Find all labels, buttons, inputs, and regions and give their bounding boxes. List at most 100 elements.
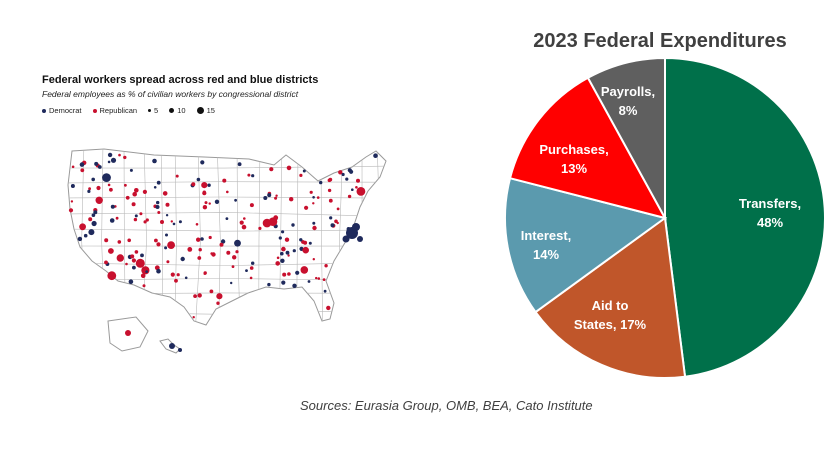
federal-workers-map-panel: Federal workers spread across red and bl…: [34, 66, 414, 366]
republican-district-dot: [235, 250, 239, 254]
republican-district-dot: [249, 266, 254, 270]
democrat-district-dot: [285, 250, 290, 255]
legend-size-15-label: 15: [206, 106, 215, 115]
republican-district-dot: [79, 223, 86, 231]
democrat-district-dot: [307, 280, 311, 283]
democrat-district-dot: [156, 180, 161, 185]
republican-district-dot: [249, 203, 254, 208]
district-dots: [68, 152, 378, 352]
pie-label-line2-2: 14%: [533, 247, 559, 262]
republican-district-dot: [282, 272, 287, 277]
republican-district-dot: [336, 221, 339, 225]
republican-district-dot: [160, 220, 164, 224]
legend-democrat-label: Democrat: [49, 106, 82, 115]
republican-district-dot: [174, 278, 178, 283]
democrat-district-dot: [107, 152, 113, 158]
democrat-district-dot: [129, 168, 133, 172]
republican-district-dot: [139, 212, 143, 216]
democrat-district-dot: [312, 196, 315, 199]
republican-district-dot: [125, 330, 131, 336]
republican-district-dot: [135, 258, 145, 268]
republican-district-dot: [176, 273, 180, 277]
legend-size-10: 10: [169, 106, 186, 115]
republican-district-dot: [141, 266, 150, 275]
pie-slice-4: [586, 58, 666, 219]
map-title: Federal workers spread across red and bl…: [42, 74, 319, 86]
democrat-district-dot: [312, 221, 316, 225]
republican-district-dot: [202, 191, 207, 196]
legend-republican-label: Republican: [99, 106, 138, 115]
pie-label-1: Aid to States, 17%: [574, 298, 647, 332]
republican-district-dot: [96, 185, 101, 191]
republican-district-dot: [193, 294, 198, 298]
district-border-line: [68, 228, 386, 232]
republican-district-dot: [243, 217, 246, 220]
republican-district-dot: [108, 248, 114, 254]
republican-district-dot: [170, 220, 173, 223]
republican-district-dot: [269, 167, 274, 172]
district-border-line: [68, 309, 386, 315]
map-subtitle: Federal employees as % of civilian worke…: [42, 89, 299, 99]
democrat-district-dot: [292, 249, 296, 253]
democrat-district-dot: [299, 238, 303, 242]
republican-dot-icon: [92, 108, 97, 113]
republican-district-dot: [104, 238, 109, 243]
republican-district-dot: [356, 178, 360, 183]
republican-district-dot: [115, 216, 119, 220]
republican-district-dot: [317, 277, 321, 280]
legend-democrat: Democrat: [42, 106, 82, 115]
republican-district-dot: [312, 258, 315, 261]
republican-district-dot: [131, 258, 136, 263]
democrat-district-dot: [245, 269, 248, 272]
democrat-district-dot: [165, 233, 168, 237]
democrat-district-dot: [349, 169, 354, 174]
pie-labels: Transfers, 48% Aid to States, 17% Interest, 1…: [521, 84, 801, 332]
republican-district-dot: [187, 247, 193, 252]
size-dot-small-icon: [148, 109, 152, 112]
democrat-district-dot: [109, 218, 115, 223]
republican-district-dot: [109, 187, 113, 192]
republican-district-dot: [197, 256, 202, 260]
district-border-line: [194, 149, 201, 325]
democrat-district-dot: [267, 193, 272, 198]
democrat-district-dot: [110, 204, 115, 209]
pie-label-line2-3: 13%: [561, 161, 587, 176]
republican-district-dot: [322, 278, 326, 281]
democrat-district-dot: [281, 230, 285, 234]
democrat-district-dot: [97, 165, 102, 169]
republican-district-dot: [134, 250, 139, 254]
pie-slice-1: [534, 216, 687, 379]
democrat-district-dot: [88, 229, 95, 236]
democrat-district-dot: [281, 280, 286, 285]
republican-district-dot: [241, 224, 247, 230]
republican-district-dot: [203, 272, 207, 275]
republican-district-dot: [123, 155, 127, 160]
democrat-district-dot: [295, 270, 300, 275]
republican-district-dot: [226, 250, 231, 255]
republican-district-dot: [275, 261, 280, 266]
democrat-district-dot: [169, 343, 175, 349]
republican-district-dot: [299, 173, 303, 177]
legend-size-15: 15: [196, 106, 215, 115]
republican-district-dot: [287, 272, 291, 276]
republican-district-dot: [216, 301, 220, 305]
republican-district-dot: [247, 173, 251, 177]
democrat-district-dot: [200, 237, 204, 241]
republican-district-dot: [197, 293, 202, 298]
republican-district-dot: [175, 174, 179, 178]
democrat-district-dot: [214, 199, 220, 204]
democrat-district-dot: [156, 200, 160, 205]
pie-label-line2-0: 48%: [757, 215, 783, 230]
republican-district-dot: [309, 190, 313, 194]
democrat-district-dot: [200, 160, 205, 165]
pie-chart-title: 2023 Federal Expenditures: [533, 30, 787, 52]
pie-label-0: Transfers, 48%: [739, 196, 801, 230]
republican-district-dot: [303, 240, 308, 245]
republican-district-dot: [327, 188, 332, 193]
republican-district-dot: [231, 265, 235, 268]
republican-district-dot: [140, 273, 146, 279]
republican-district-dot: [208, 235, 212, 240]
legend-size-5-label: 5: [154, 106, 159, 115]
republican-district-dot: [222, 178, 227, 183]
republican-district-dot: [118, 153, 121, 157]
